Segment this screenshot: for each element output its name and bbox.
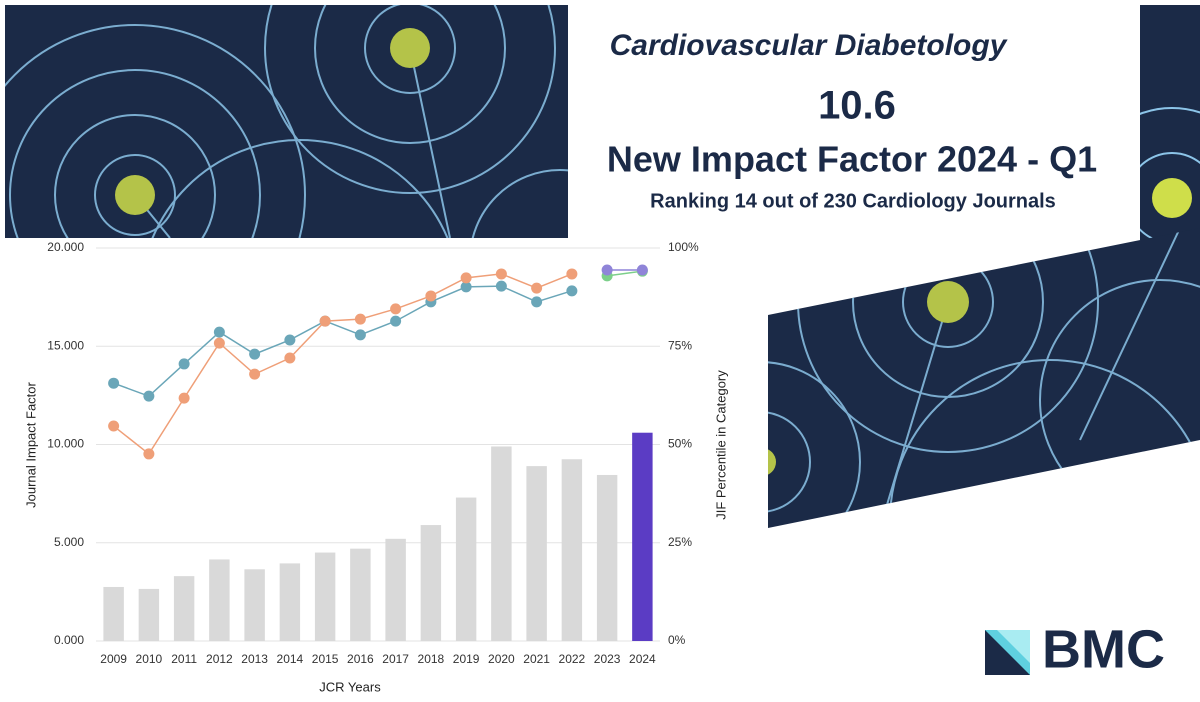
point	[319, 315, 331, 327]
y-tick-label: 15.000	[47, 338, 84, 352]
bar	[244, 569, 265, 641]
y2-axis-label: JIF Percentile in Category	[713, 370, 728, 520]
bar	[209, 559, 230, 641]
point	[249, 368, 261, 380]
point	[143, 448, 155, 460]
y2-tick-label: 0%	[668, 633, 686, 647]
point	[566, 268, 578, 280]
x-tick-label: 2018	[418, 652, 445, 666]
point	[636, 264, 648, 276]
x-tick-label: 2013	[241, 652, 268, 666]
headline: New Impact Factor 2024 - Q1	[607, 139, 1097, 180]
point	[354, 329, 366, 341]
line	[113, 285, 573, 398]
x-tick-label: 2017	[382, 652, 409, 666]
point	[495, 280, 507, 292]
point	[354, 313, 366, 325]
journal: Cardiovascular Diabetology	[610, 29, 1008, 62]
point	[390, 315, 402, 327]
point	[460, 272, 472, 284]
point	[425, 290, 437, 302]
point	[531, 282, 543, 294]
x-axis-label: JCR Years	[319, 679, 381, 694]
x-tick-label: 2019	[453, 652, 480, 666]
y-tick-label: 5.000	[54, 535, 84, 549]
point	[108, 377, 120, 389]
point	[178, 358, 190, 370]
y2-tick-label: 50%	[668, 437, 692, 451]
brand-logo: BMC	[985, 619, 1165, 679]
line	[113, 273, 573, 456]
x-tick-label: 2009	[100, 652, 127, 666]
x-tick-label: 2012	[206, 652, 233, 666]
y2-tick-label: 25%	[668, 535, 692, 549]
point	[178, 392, 190, 404]
point	[213, 337, 225, 349]
y2-tick-label: 100%	[668, 240, 699, 254]
point	[143, 390, 155, 402]
decor-right	[768, 5, 1200, 528]
point	[460, 281, 472, 293]
bar	[596, 474, 618, 641]
x-tick-label: 2022	[559, 652, 586, 666]
y-tick-label: 20.000	[47, 240, 84, 254]
bar	[455, 497, 477, 641]
x-tick-label: 2020	[488, 652, 515, 666]
bar	[138, 588, 160, 641]
bar	[420, 525, 442, 641]
brand: BMC	[1042, 619, 1165, 679]
y-tick-label: 10.000	[47, 437, 84, 451]
x-tick-label: 2016	[347, 652, 374, 666]
bar	[103, 586, 124, 641]
bar	[173, 576, 195, 641]
bar	[491, 446, 512, 641]
x-tick-label: 2023	[594, 652, 621, 666]
y-axis-label: Journal Impact Factor	[23, 381, 38, 507]
x-tick-label: 2021	[523, 652, 550, 666]
x-tick-label: 2014	[277, 652, 304, 666]
y2-tick-label: 75%	[668, 338, 692, 352]
decor-left	[5, 5, 568, 238]
point	[249, 348, 261, 360]
impact-factor: 10.6	[818, 84, 896, 128]
point	[566, 285, 578, 297]
point	[108, 420, 120, 432]
x-tick-label: 2024	[629, 652, 656, 666]
bar	[526, 466, 547, 641]
point	[531, 296, 543, 308]
bar	[279, 563, 301, 641]
ranking: Ranking 14 out of 230 Cardiology Journal…	[650, 190, 1056, 212]
x-tick-label: 2011	[171, 652, 197, 666]
x-tick-label: 2015	[312, 652, 339, 666]
line	[607, 270, 643, 277]
point	[213, 326, 225, 338]
point	[601, 264, 613, 276]
bar	[314, 552, 336, 641]
point	[390, 303, 402, 315]
point	[284, 352, 296, 364]
bar	[632, 432, 653, 641]
point	[284, 334, 296, 346]
bar	[350, 548, 371, 641]
bar	[385, 538, 406, 641]
y-tick-label: 0.000	[54, 633, 84, 647]
bar	[561, 459, 583, 641]
point	[495, 268, 507, 280]
x-tick-label: 2010	[136, 652, 163, 666]
